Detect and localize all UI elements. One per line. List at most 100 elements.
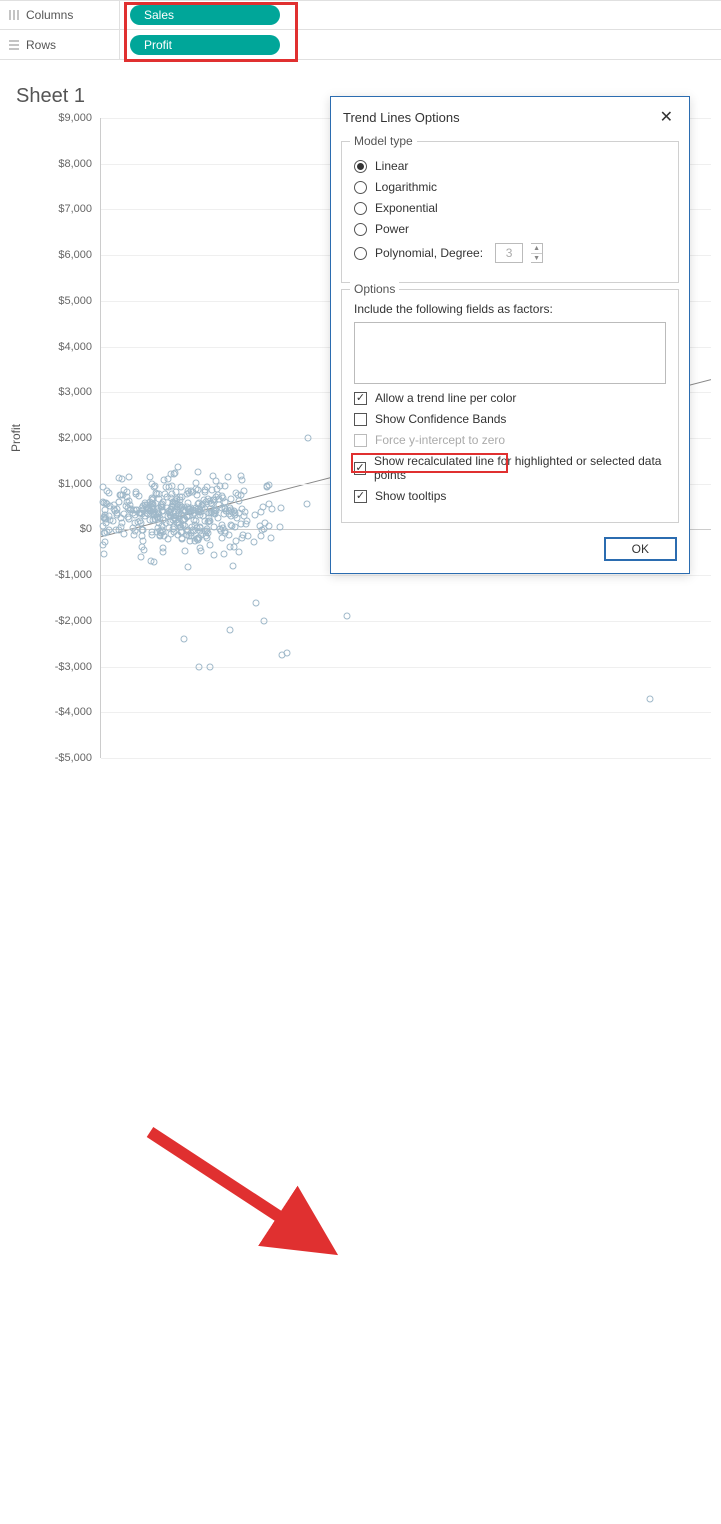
- scatter-point: [206, 663, 213, 670]
- scatter-point: [253, 599, 260, 606]
- checkbox-icon: [354, 434, 367, 447]
- scatter-point: [193, 491, 200, 498]
- scatter-point: [116, 527, 123, 534]
- scatter-point: [105, 513, 112, 520]
- scatter-point: [161, 476, 168, 483]
- scatter-point: [261, 617, 268, 624]
- y-axis-title: Profit: [9, 424, 23, 452]
- y-tick-label: $4,000: [32, 341, 92, 353]
- scatter-point: [177, 496, 184, 503]
- scatter-point: [257, 523, 264, 530]
- arrow-annotation: [0, 762, 721, 1524]
- columns-icon: [8, 9, 20, 21]
- scatter-point: [194, 536, 201, 543]
- scatter-point: [136, 492, 143, 499]
- scatter-point: [100, 542, 107, 549]
- checkbox-icon: [354, 462, 366, 475]
- scatter-point: [169, 525, 176, 532]
- y-tick-label: -$4,000: [32, 706, 92, 718]
- scatter-point: [264, 483, 271, 490]
- scatter-point: [226, 532, 233, 539]
- columns-pill[interactable]: Sales: [130, 5, 280, 25]
- scatter-point: [215, 496, 222, 503]
- radio-icon: [354, 202, 367, 215]
- scatter-point: [138, 553, 145, 560]
- check-recalculated-line-label: Show recalculated line for highlighted o…: [374, 454, 666, 482]
- y-tick-label: $8,000: [32, 158, 92, 170]
- scatter-point: [279, 652, 286, 659]
- y-axis: $9,000$8,000$7,000$6,000$5,000$4,000$3,0…: [26, 118, 96, 758]
- scatter-point: [207, 542, 214, 549]
- scatter-point: [303, 501, 310, 508]
- rows-shelf: Rows Profit: [0, 30, 721, 60]
- scatter-point: [154, 529, 161, 536]
- factors-label: Include the following fields as factors:: [354, 302, 666, 316]
- scatter-point: [115, 498, 122, 505]
- polynomial-degree-input[interactable]: 3: [495, 243, 523, 263]
- scatter-point: [223, 507, 230, 514]
- scatter-point: [251, 539, 258, 546]
- y-tick-label: -$5,000: [32, 752, 92, 764]
- scatter-point: [266, 523, 273, 530]
- scatter-point: [139, 543, 146, 550]
- scatter-point: [193, 525, 200, 532]
- scatter-point: [188, 505, 195, 512]
- scatter-point: [196, 663, 203, 670]
- radio-power[interactable]: Power: [354, 222, 666, 236]
- check-confidence-bands[interactable]: Show Confidence Bands: [354, 412, 666, 426]
- factors-listbox[interactable]: [354, 322, 666, 384]
- scatter-point: [203, 527, 210, 534]
- y-tick-label: $6,000: [32, 249, 92, 261]
- degree-spinner[interactable]: ▲▼: [531, 243, 543, 263]
- scatter-point: [305, 435, 312, 442]
- y-tick-label: -$1,000: [32, 569, 92, 581]
- y-tick-label: $9,000: [32, 112, 92, 124]
- scatter-point: [237, 491, 244, 498]
- check-show-tooltips[interactable]: Show tooltips: [354, 489, 666, 503]
- check-per-color[interactable]: Allow a trend line per color: [354, 391, 666, 405]
- scatter-point: [228, 495, 235, 502]
- scatter-point: [265, 501, 272, 508]
- scatter-point: [241, 508, 248, 515]
- check-recalculated-line[interactable]: Show recalculated line for highlighted o…: [354, 454, 666, 482]
- scatter-point: [179, 511, 186, 518]
- scatter-point: [148, 481, 155, 488]
- radio-icon: [354, 223, 367, 236]
- scatter-point: [126, 474, 133, 481]
- scatter-point: [251, 511, 258, 518]
- y-tick-label: $5,000: [32, 295, 92, 307]
- radio-logarithmic[interactable]: Logarithmic: [354, 180, 666, 194]
- scatter-point: [178, 504, 185, 511]
- scatter-point: [197, 512, 204, 519]
- scatter-point: [167, 495, 174, 502]
- y-tick-label: $3,000: [32, 386, 92, 398]
- scatter-point: [159, 544, 166, 551]
- scatter-point: [257, 508, 264, 515]
- scatter-point: [184, 531, 191, 538]
- radio-icon: [354, 160, 367, 173]
- radio-exponential[interactable]: Exponential: [354, 201, 666, 215]
- y-tick-label: -$2,000: [32, 615, 92, 627]
- rows-shelf-label: Rows: [0, 30, 120, 59]
- options-legend: Options: [350, 282, 399, 296]
- radio-polynomial[interactable]: Polynomial, Degree: 3 ▲▼: [354, 243, 666, 263]
- y-tick-label: -$3,000: [32, 661, 92, 673]
- columns-shelf: Columns Sales: [0, 0, 721, 30]
- model-type-legend: Model type: [350, 134, 417, 148]
- ok-button[interactable]: OK: [604, 537, 677, 561]
- scatter-point: [147, 473, 154, 480]
- scatter-point: [277, 505, 284, 512]
- rows-pill[interactable]: Profit: [130, 35, 280, 55]
- scatter-point: [101, 551, 108, 558]
- rows-label-text: Rows: [26, 38, 56, 52]
- close-icon[interactable]: ✕: [656, 107, 677, 127]
- radio-linear-label: Linear: [375, 159, 408, 173]
- checkbox-icon: [354, 490, 367, 503]
- check-force-y-intercept: Force y-intercept to zero: [354, 433, 666, 447]
- scatter-point: [106, 490, 113, 497]
- scatter-point: [137, 519, 144, 526]
- radio-linear[interactable]: Linear: [354, 159, 666, 173]
- scatter-point: [226, 544, 233, 551]
- scatter-point: [150, 559, 157, 566]
- scatter-point: [239, 476, 246, 483]
